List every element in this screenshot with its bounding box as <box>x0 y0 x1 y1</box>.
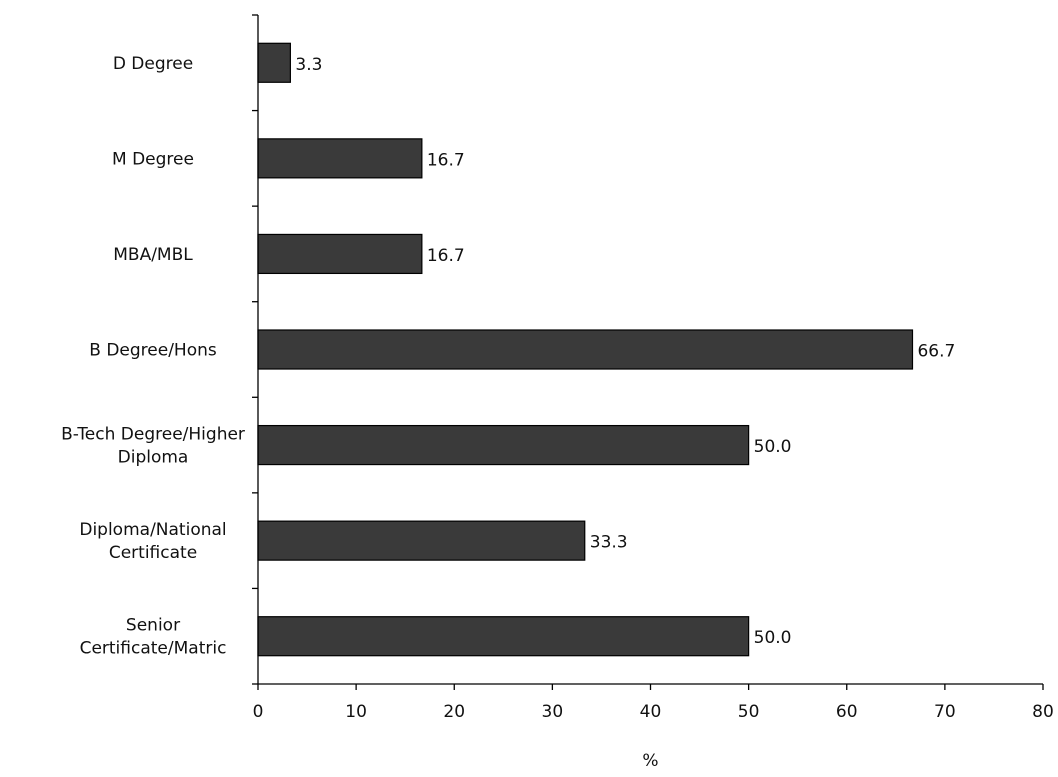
data-label: 3.3 <box>295 55 322 75</box>
data-label: 50.0 <box>754 628 792 648</box>
data-label: 16.7 <box>427 246 465 266</box>
x-tick-label: 60 <box>836 702 858 722</box>
category-labels: D Degree M Degree MBA/MBL B Degree/Hons B-Te… <box>61 54 245 659</box>
x-tick-label: 30 <box>542 702 564 722</box>
bar <box>257 233 423 275</box>
x-tick-label: 80 <box>1032 702 1054 722</box>
x-tick-label: 40 <box>640 702 662 722</box>
x-tick-label: 0 <box>253 702 264 722</box>
bar <box>257 520 586 561</box>
category-label: B-Tech Degree/Higher <box>61 425 245 445</box>
category-label: MBA/MBL <box>113 245 193 265</box>
category-label: Senior <box>126 616 180 636</box>
category-label: M Degree <box>112 149 194 169</box>
category-label: B Degree/Hons <box>89 341 217 361</box>
x-tick-label: 70 <box>934 702 956 722</box>
data-label: 50.0 <box>754 437 792 457</box>
x-tick-label: 10 <box>345 702 367 722</box>
bar <box>257 424 750 466</box>
x-axis-title: % <box>642 751 658 771</box>
bar <box>257 329 914 370</box>
bar <box>257 138 423 179</box>
data-label: 16.7 <box>427 150 465 170</box>
x-tick-label: 50 <box>738 702 760 722</box>
bars-layer <box>257 42 914 657</box>
ticks-layer: 0 10 20 30 40 50 60 70 80 <box>252 14 1054 722</box>
category-label: Diploma/National <box>79 520 226 540</box>
x-tick-label: 20 <box>443 702 465 722</box>
category-label: Diploma <box>118 448 189 468</box>
data-label: 66.7 <box>917 342 955 362</box>
bar <box>257 616 750 657</box>
category-label: Certificate <box>109 543 197 563</box>
data-labels: 3.3 16.7 16.7 66.7 50.0 33.3 50.0 <box>295 55 955 648</box>
category-label: D Degree <box>113 54 193 74</box>
bar <box>257 42 291 83</box>
category-label: Certificate/Matric <box>80 639 227 659</box>
data-label: 33.3 <box>590 533 628 553</box>
